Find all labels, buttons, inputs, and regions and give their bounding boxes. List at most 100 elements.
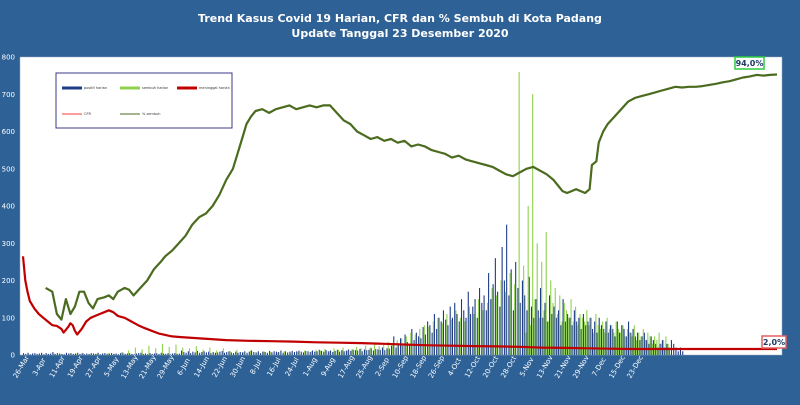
bar [32,353,34,355]
bar [202,349,204,355]
bar [131,353,133,355]
bar [479,287,481,355]
bar [663,340,665,355]
bar [456,314,458,355]
bar [463,310,465,355]
bar [36,353,38,355]
bar [623,328,625,355]
bar [590,317,592,355]
bar [464,321,466,355]
bar [429,325,431,355]
bar [548,295,551,355]
x-tick-label: 24-Jul [284,356,301,378]
bar [256,352,258,355]
bar [76,353,78,355]
bar [359,349,361,355]
bar [264,352,266,355]
bar [618,332,621,355]
bar [529,325,531,355]
bar [409,343,411,355]
x-tick-label: 11-Apr [48,355,67,379]
bar [616,321,618,355]
bar [79,353,81,355]
bar [253,352,255,355]
bar [324,349,326,355]
bar [289,351,291,355]
bar [375,349,377,355]
x-tick-label: 13-May [120,354,140,380]
bar [212,352,214,355]
bar [114,354,116,355]
bar [38,353,40,355]
bar [210,353,212,355]
bar [598,317,600,355]
bar [604,332,606,355]
bar [347,350,349,355]
x-tick-label: 22-Jun [211,355,229,379]
bar [183,352,185,355]
x-tick-label: 8-Jul [249,358,264,376]
bar [608,328,610,355]
bar [284,351,286,355]
bar [216,350,218,355]
bar [305,350,307,355]
cfr-callout-box [761,335,787,349]
bar [82,353,84,355]
bar [309,352,311,355]
x-tick-label: 15-Dec [608,354,627,380]
bar [219,351,221,355]
bar [639,340,641,355]
chart-title: Trend Kasus Covid 19 Harian, CFR dan % S… [198,12,602,25]
bar [65,352,67,355]
bar [144,353,147,355]
x-tick-label: 27-Apr [84,355,103,379]
bar [634,336,636,355]
bar [406,341,408,355]
bar [43,354,45,355]
y-tick-label: 300 [2,240,15,248]
recovery-callout-label: 94,0% [736,59,764,68]
y-tick-label: 0 [11,352,15,360]
bar [45,353,47,355]
bar [336,349,338,355]
bar [334,350,336,355]
bar [514,284,516,355]
bar [523,265,525,355]
bar [167,353,169,355]
bar [124,353,126,355]
bar [509,273,511,355]
bar [255,352,257,355]
bar [573,310,575,355]
bar [178,353,180,355]
bar [135,353,137,355]
bar [642,328,644,355]
bar [278,352,280,355]
bar [449,306,451,355]
bar [244,351,246,355]
bar [665,336,667,355]
bar [396,340,398,355]
bar [50,353,52,355]
bar [599,328,601,355]
bar [454,302,456,355]
bar [155,348,157,355]
x-tick-label: 9-Aug [320,356,337,378]
x-tick-label: 12-Oct [463,355,482,380]
x-tick-label: 1-Aug [302,356,319,378]
bar [482,310,484,355]
bar [465,317,467,355]
bar [542,317,544,355]
bar [209,347,211,355]
bar [546,321,548,355]
bar [459,317,461,355]
bar [621,325,623,355]
bar [182,347,184,355]
bar [196,350,198,355]
bar [237,352,239,355]
bar [304,350,306,355]
bar [576,321,578,355]
bar [572,321,574,355]
bar [568,317,570,355]
bar [106,353,108,355]
bar [679,347,682,355]
